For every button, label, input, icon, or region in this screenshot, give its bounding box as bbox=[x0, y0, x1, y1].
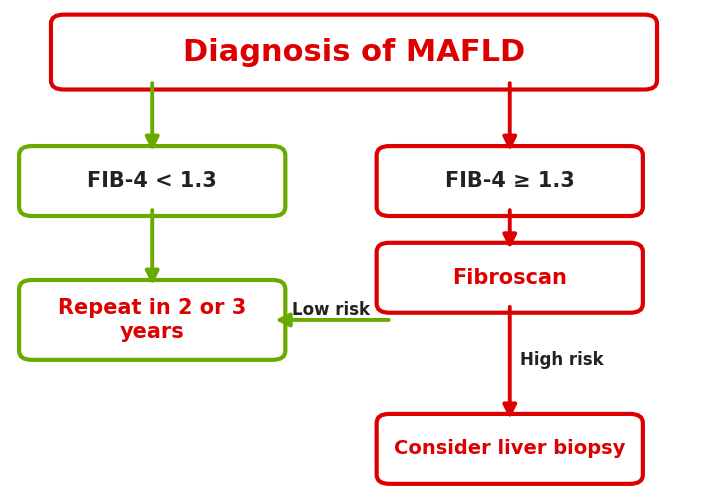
Text: High risk: High risk bbox=[520, 351, 604, 369]
FancyBboxPatch shape bbox=[19, 146, 285, 216]
FancyBboxPatch shape bbox=[377, 414, 643, 484]
Text: FIB-4 ≥ 1.3: FIB-4 ≥ 1.3 bbox=[445, 171, 575, 191]
Text: Diagnosis of MAFLD: Diagnosis of MAFLD bbox=[183, 38, 525, 66]
FancyBboxPatch shape bbox=[377, 146, 643, 216]
Text: Fibroscan: Fibroscan bbox=[452, 268, 567, 288]
FancyBboxPatch shape bbox=[51, 15, 657, 90]
Text: Repeat in 2 or 3
years: Repeat in 2 or 3 years bbox=[58, 298, 246, 342]
Text: FIB-4 < 1.3: FIB-4 < 1.3 bbox=[87, 171, 217, 191]
FancyBboxPatch shape bbox=[19, 280, 285, 360]
Text: Consider liver biopsy: Consider liver biopsy bbox=[394, 439, 625, 458]
FancyBboxPatch shape bbox=[377, 243, 643, 313]
Text: Low risk: Low risk bbox=[292, 301, 370, 319]
